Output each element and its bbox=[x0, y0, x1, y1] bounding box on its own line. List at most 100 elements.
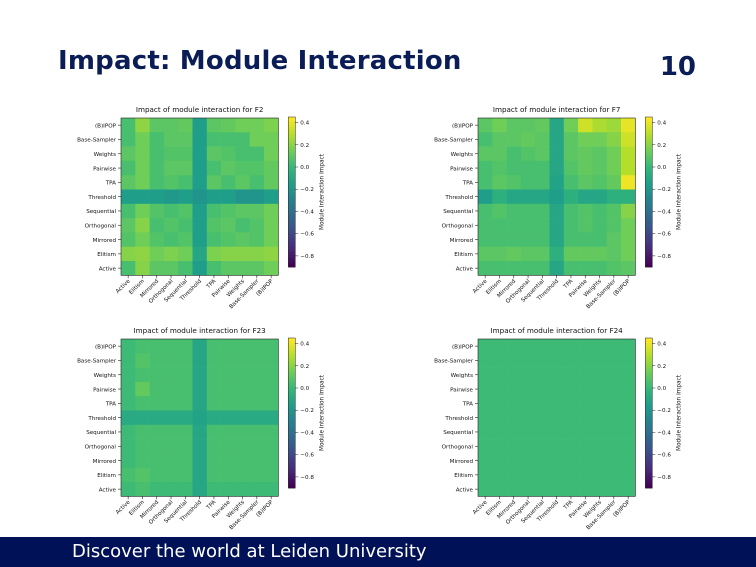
heatmap-cell bbox=[492, 482, 507, 497]
colorbar-segment bbox=[288, 368, 296, 371]
heatmap-cell bbox=[563, 396, 579, 411]
heatmap-cell bbox=[606, 232, 622, 247]
heatmap-cell bbox=[478, 118, 493, 133]
heatmap-cell bbox=[506, 396, 522, 411]
heatmap-cell bbox=[192, 132, 208, 147]
y-tick-label: Threshold bbox=[444, 416, 473, 422]
colorbar-segment bbox=[645, 182, 653, 185]
colorbar-segment bbox=[645, 440, 653, 444]
colorbar-segment bbox=[645, 425, 653, 429]
y-tick-label: Mirrored bbox=[450, 238, 474, 244]
heatmap-cell bbox=[192, 246, 208, 262]
heatmap-cell bbox=[192, 146, 208, 162]
heatmap-title: Impact of module interaction for F23 bbox=[134, 326, 266, 335]
colorbar-tick-label: −0.6 bbox=[300, 453, 314, 459]
heatmap-cell bbox=[520, 203, 536, 219]
y-tick-label: Mirrored bbox=[93, 459, 117, 465]
heatmap-cell bbox=[549, 218, 565, 233]
y-tick-label: (B)IPOP bbox=[95, 344, 117, 350]
colorbar-segment bbox=[645, 162, 653, 165]
heatmap-cell bbox=[121, 160, 136, 176]
heatmap-cell bbox=[235, 339, 250, 354]
heatmap-cell bbox=[606, 146, 622, 162]
heatmap-cell bbox=[492, 381, 507, 397]
y-tick-label: Weights bbox=[94, 152, 116, 158]
heatmap-cell bbox=[235, 367, 250, 383]
heatmap-cell bbox=[206, 203, 222, 219]
heatmap-cell bbox=[535, 132, 550, 147]
heatmap-cell bbox=[592, 339, 607, 354]
heatmap-cell bbox=[520, 482, 536, 497]
heatmap-cell bbox=[520, 118, 536, 133]
y-tick-label: (B)IPOP bbox=[452, 344, 474, 350]
heatmap-cell bbox=[535, 482, 550, 497]
colorbar-segment bbox=[288, 405, 296, 409]
colorbar-segment bbox=[645, 390, 653, 394]
heatmap-cell bbox=[535, 467, 550, 483]
heatmap-cell bbox=[549, 367, 565, 383]
heatmap-cell bbox=[578, 118, 593, 133]
heatmap-cell bbox=[621, 467, 636, 483]
heatmap-cell bbox=[549, 261, 565, 276]
heatmap-cell bbox=[121, 203, 136, 219]
heatmap-cell bbox=[621, 367, 636, 383]
colorbar-segment bbox=[645, 244, 653, 248]
heatmap-cell bbox=[206, 160, 222, 176]
heatmap-cell bbox=[149, 146, 165, 162]
colorbar-segment bbox=[288, 348, 296, 351]
heatmap-cell bbox=[192, 482, 208, 497]
heatmap-cell bbox=[163, 424, 179, 440]
heatmap-cell bbox=[478, 203, 493, 219]
colorbar-segment bbox=[645, 450, 653, 454]
colorbar-segment bbox=[645, 443, 653, 446]
colorbar-segment bbox=[645, 338, 653, 341]
heatmap-cell bbox=[621, 132, 636, 147]
heatmap-cell bbox=[492, 261, 507, 276]
heatmap-cell bbox=[549, 132, 565, 147]
y-tick-label: Active bbox=[456, 266, 474, 272]
heatmap-cell bbox=[478, 439, 493, 454]
heatmap-cell bbox=[178, 381, 193, 397]
colorbar-segment bbox=[645, 400, 653, 404]
heatmap-cell bbox=[163, 381, 179, 397]
colorbar-segment bbox=[288, 232, 296, 235]
heatmap-cell bbox=[549, 381, 565, 397]
heatmap-cell bbox=[163, 232, 179, 247]
heatmap-cell bbox=[235, 146, 250, 162]
heatmap-cell bbox=[149, 381, 165, 397]
heatmap-cell bbox=[178, 424, 193, 440]
colorbar-segment bbox=[288, 445, 296, 449]
heatmap-cell bbox=[163, 146, 179, 162]
colorbar-segment bbox=[645, 410, 653, 414]
colorbar-tick-label: 0.2 bbox=[657, 364, 666, 370]
heatmap-cell bbox=[163, 246, 179, 262]
colorbar-segment bbox=[288, 413, 296, 416]
colorbar-segment bbox=[288, 358, 296, 361]
heatmap-cell bbox=[149, 453, 165, 468]
colorbar-segment bbox=[645, 345, 653, 349]
colorbar-segment bbox=[288, 433, 296, 436]
heatmap-title: Impact of module interaction for F7 bbox=[493, 105, 621, 114]
colorbar-segment bbox=[645, 408, 653, 411]
heatmap-cell bbox=[149, 424, 165, 440]
heatmap-cell bbox=[149, 339, 165, 354]
colorbar-segment bbox=[645, 433, 653, 436]
heatmap-cell bbox=[592, 132, 607, 147]
heatmap-cell bbox=[163, 439, 179, 454]
colorbar-segment bbox=[645, 475, 653, 479]
colorbar-segment bbox=[288, 448, 296, 451]
colorbar-tick-label: −0.6 bbox=[657, 453, 671, 459]
heatmap-cell bbox=[149, 482, 165, 497]
heatmap-cell bbox=[520, 424, 536, 440]
heatmap-cell bbox=[135, 424, 150, 440]
colorbar-segment bbox=[645, 257, 653, 260]
colorbar-segment bbox=[645, 470, 653, 474]
heatmap-cell bbox=[206, 482, 222, 497]
colorbar: 0.4 0.2 0.0 −0.2 −0.4 −0.6 −0.8 Module interact… bbox=[645, 337, 682, 489]
colorbar-segment bbox=[288, 483, 296, 486]
heatmap-cell bbox=[249, 261, 265, 276]
heatmap-cell bbox=[606, 132, 622, 147]
heatmap-cell bbox=[192, 218, 208, 233]
colorbar-segment bbox=[288, 415, 296, 419]
heatmap-cell bbox=[492, 424, 507, 440]
